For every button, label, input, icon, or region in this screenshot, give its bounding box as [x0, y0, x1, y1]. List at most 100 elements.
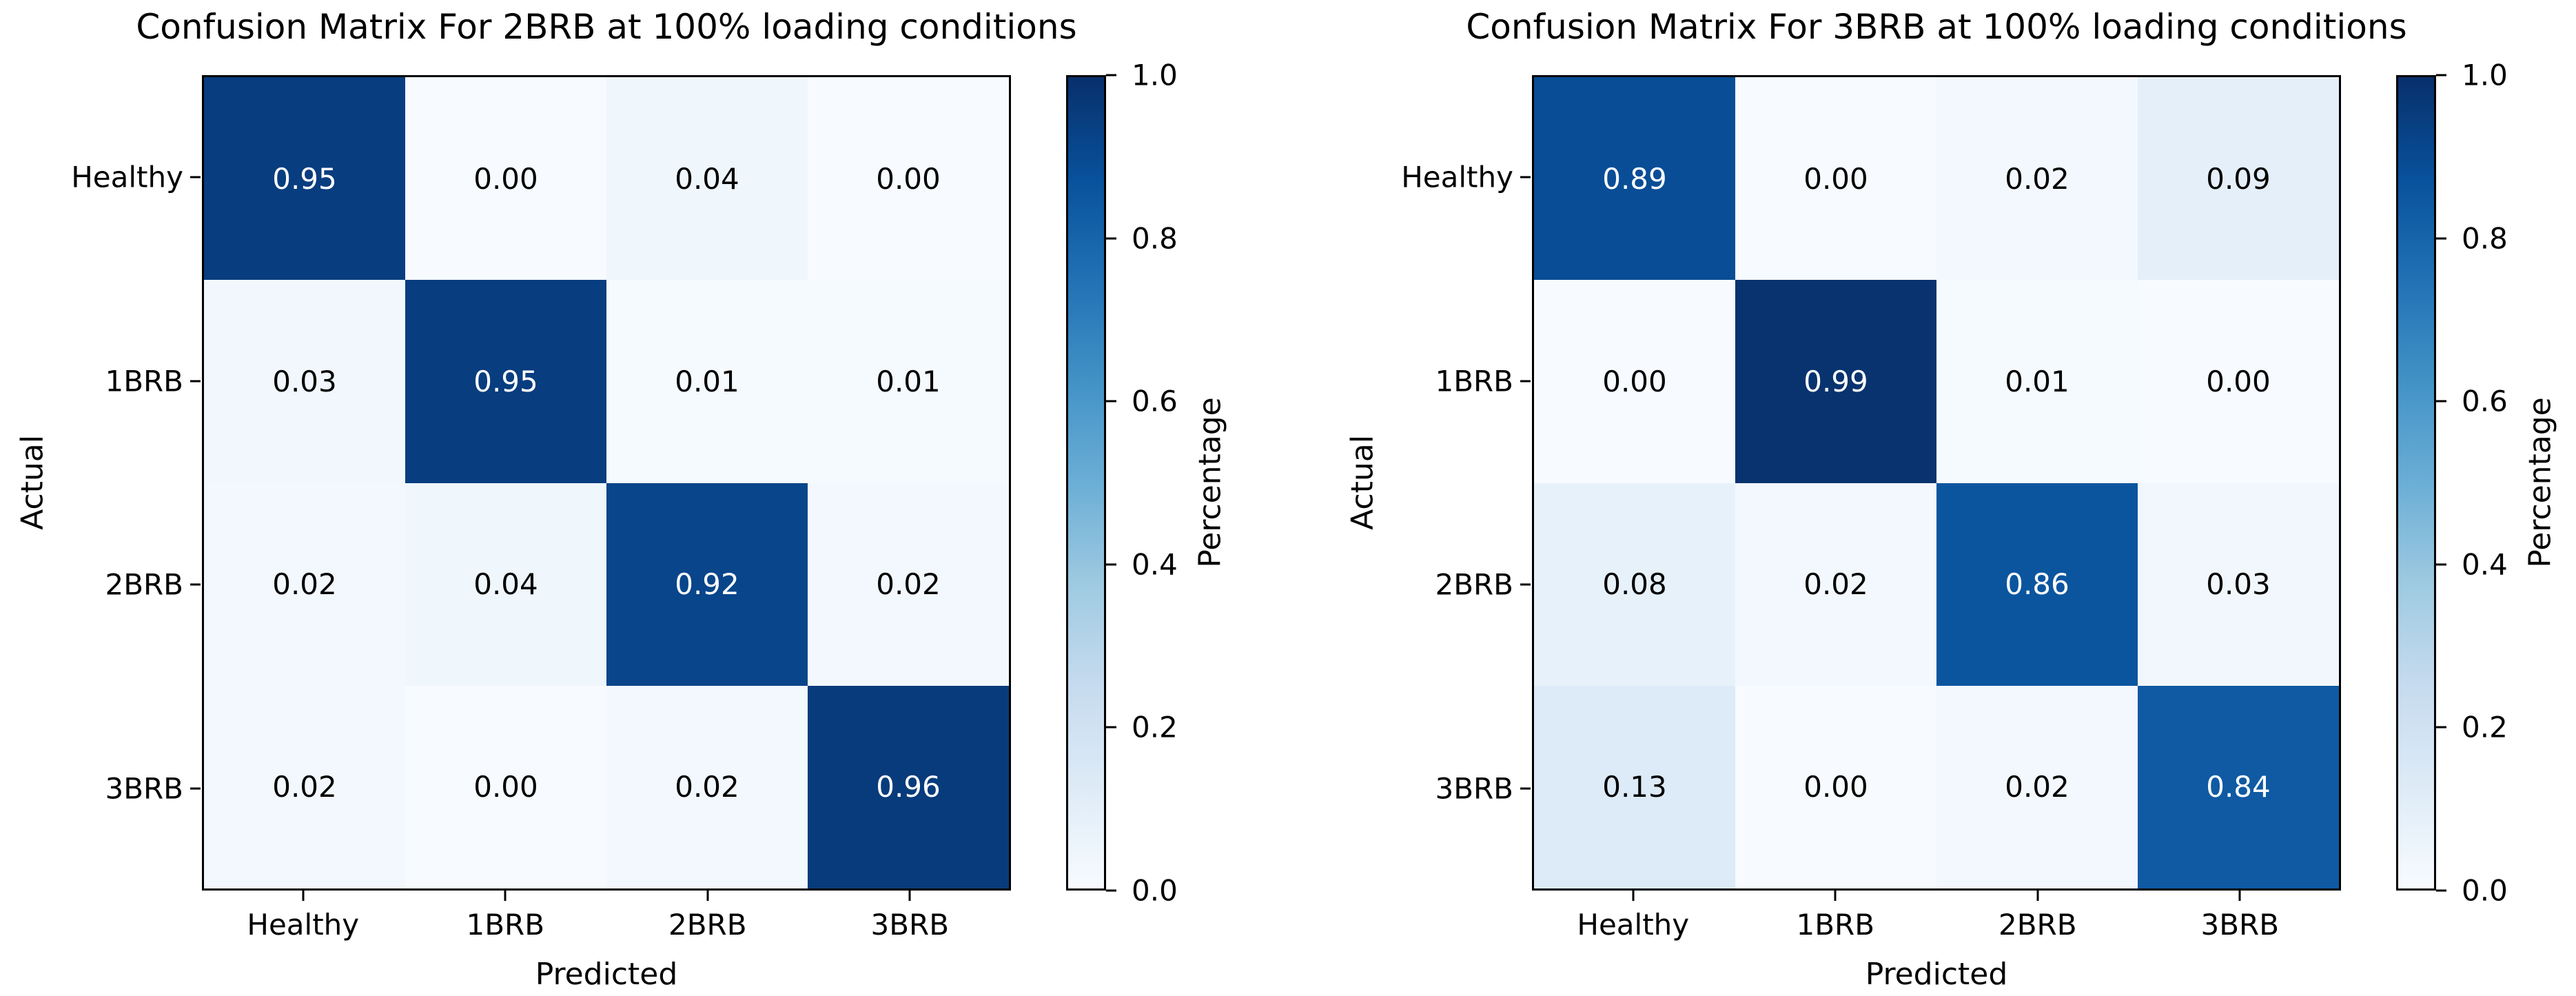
heatmap-cell-2BRB-Healthy: 0.02	[204, 482, 405, 686]
heatmap-cell-3BRB-3BRB: 0.84	[2138, 685, 2339, 888]
x-tick-label: 3BRB	[870, 908, 950, 942]
heatmap-cell-1BRB-3BRB: 0.00	[2138, 280, 2339, 483]
colorbar-tick-mark	[1106, 74, 1116, 77]
colorbar-tick-mark	[2436, 237, 2446, 240]
x-axis-label: Predicted	[535, 957, 678, 992]
x-tick-mark	[2238, 891, 2241, 901]
subplot-2brb-confusion-matrix: Confusion Matrix For 2BRB at 100% loadin…	[0, 0, 1246, 996]
heatmap-cell-1BRB-1BRB: 0.99	[1735, 280, 1936, 483]
heatmap-cell-2BRB-1BRB: 0.04	[405, 482, 606, 686]
heatmap-cell-1BRB-Healthy: 0.00	[1534, 280, 1735, 483]
heatmap-cell-3BRB-2BRB: 0.02	[606, 685, 808, 888]
y-tick-label: 3BRB	[105, 771, 183, 806]
x-tick-mark	[2036, 891, 2039, 901]
heatmap-cell-3BRB-Healthy: 0.02	[204, 685, 405, 888]
x-tick-mark	[908, 891, 911, 901]
heatmap-cell-1BRB-3BRB: 0.01	[808, 280, 1009, 483]
colorbar-tick-mark	[1106, 889, 1116, 892]
colorbar-tick-mark	[2436, 889, 2446, 892]
heatmap-cell-1BRB-Healthy: 0.03	[204, 280, 405, 483]
heatmap-cell-3BRB-2BRB: 0.02	[1936, 685, 2138, 888]
chart-title: Confusion Matrix For 3BRB at 100% loadin…	[1466, 7, 2407, 47]
y-tick-mark	[190, 176, 201, 179]
x-tick-label: Healthy	[247, 908, 360, 942]
chart-title: Confusion Matrix For 2BRB at 100% loadin…	[136, 7, 1077, 47]
heatmap-cell-1BRB-2BRB: 0.01	[1936, 280, 2138, 483]
colorbar-tick-mark	[1106, 563, 1116, 566]
x-tick-mark	[302, 891, 305, 901]
y-tick-mark	[1520, 176, 1531, 179]
heatmap-cell-Healthy-Healthy: 0.89	[1534, 77, 1735, 281]
x-tick-label: 1BRB	[1796, 908, 1875, 942]
y-tick-label: 3BRB	[1435, 771, 1513, 806]
colorbar-tick-mark	[1106, 237, 1116, 240]
heatmap-cell-Healthy-1BRB: 0.00	[405, 77, 606, 281]
y-tick-label: 2BRB	[105, 567, 183, 602]
heatmap-cell-1BRB-1BRB: 0.95	[405, 280, 606, 483]
y-tick-label: Healthy	[71, 160, 183, 194]
y-axis-label: Actual	[1345, 435, 1380, 530]
x-tick-mark	[1632, 891, 1635, 901]
colorbar-label: Percentage	[1192, 397, 1228, 568]
colorbar-tick-mark	[2436, 400, 2446, 403]
heatmap-cell-Healthy-2BRB: 0.04	[606, 77, 808, 281]
heatmap-axes: 0.89 0.00 0.02 0.09 0.00 0.99 0.01 0.00 0.08 0.02…	[1532, 75, 2341, 891]
y-tick-mark	[1520, 380, 1531, 383]
colorbar-tick-mark	[1106, 400, 1116, 403]
y-tick-mark	[1520, 787, 1531, 790]
heatmap-cell-3BRB-3BRB: 0.96	[808, 685, 1009, 888]
heatmap-cell-2BRB-3BRB: 0.02	[808, 482, 1009, 686]
x-tick-mark	[1834, 891, 1837, 901]
x-axis-label: Predicted	[1865, 957, 2008, 992]
subplot-3brb-confusion-matrix: Confusion Matrix For 3BRB at 100% loadin…	[1330, 0, 2576, 996]
heatmap-cell-Healthy-3BRB: 0.00	[808, 77, 1009, 281]
colorbar-tick-label: 1.0	[1132, 58, 1178, 92]
colorbar-tick-label: 0.0	[2462, 873, 2508, 908]
colorbar-tick-label: 0.6	[1132, 384, 1178, 418]
heatmap-grid: 0.89 0.00 0.02 0.09 0.00 0.99 0.01 0.00 0.08 0.02…	[1534, 77, 2339, 888]
heatmap-cell-2BRB-3BRB: 0.03	[2138, 482, 2339, 686]
colorbar-label: Percentage	[2522, 397, 2558, 568]
heatmap-cell-Healthy-1BRB: 0.00	[1735, 77, 1936, 281]
colorbar	[1066, 75, 1106, 891]
heatmap-cell-Healthy-2BRB: 0.02	[1936, 77, 2138, 281]
heatmap-cell-2BRB-2BRB: 0.92	[606, 482, 808, 686]
x-tick-label: 1BRB	[466, 908, 545, 942]
colorbar-tick-label: 0.4	[1132, 547, 1178, 582]
x-tick-label: 2BRB	[668, 908, 747, 942]
heatmap-cell-3BRB-1BRB: 0.00	[405, 685, 606, 888]
y-tick-mark	[190, 583, 201, 586]
y-tick-mark	[190, 787, 201, 790]
colorbar-tick-label: 0.2	[1132, 710, 1178, 744]
colorbar-tick-mark	[2436, 563, 2446, 566]
y-tick-label: 1BRB	[105, 364, 183, 398]
colorbar-tick-mark	[2436, 726, 2446, 729]
heatmap-cell-Healthy-3BRB: 0.09	[2138, 77, 2339, 281]
x-tick-mark	[504, 891, 507, 901]
heatmap-cell-1BRB-2BRB: 0.01	[606, 280, 808, 483]
heatmap-cell-Healthy-Healthy: 0.95	[204, 77, 405, 281]
heatmap-cell-2BRB-2BRB: 0.86	[1936, 482, 2138, 686]
heatmap-grid: 0.95 0.00 0.04 0.00 0.03 0.95 0.01 0.01 0.02 0.04…	[204, 77, 1009, 888]
y-tick-mark	[1520, 583, 1531, 586]
y-tick-label: Healthy	[1401, 160, 1513, 194]
y-axis-label: Actual	[14, 435, 50, 530]
colorbar-tick-label: 0.0	[1132, 873, 1178, 908]
y-tick-label: 2BRB	[1435, 567, 1513, 602]
colorbar-tick-mark	[1106, 726, 1116, 729]
colorbar-tick-mark	[2436, 74, 2446, 77]
x-tick-label: Healthy	[1577, 908, 1690, 942]
colorbar-tick-label: 0.2	[2462, 710, 2508, 744]
x-tick-mark	[706, 891, 709, 901]
heatmap-axes: 0.95 0.00 0.04 0.00 0.03 0.95 0.01 0.01 0.02 0.04…	[202, 75, 1011, 891]
heatmap-cell-3BRB-1BRB: 0.00	[1735, 685, 1936, 888]
colorbar-tick-label: 0.8	[2462, 221, 2508, 256]
y-tick-label: 1BRB	[1435, 364, 1513, 398]
heatmap-cell-3BRB-Healthy: 0.13	[1534, 685, 1735, 888]
x-tick-label: 3BRB	[2200, 908, 2280, 942]
y-tick-mark	[190, 380, 201, 383]
colorbar-tick-label: 1.0	[2462, 58, 2508, 92]
colorbar-tick-label: 0.8	[1132, 221, 1178, 256]
x-tick-label: 2BRB	[1998, 908, 2077, 942]
